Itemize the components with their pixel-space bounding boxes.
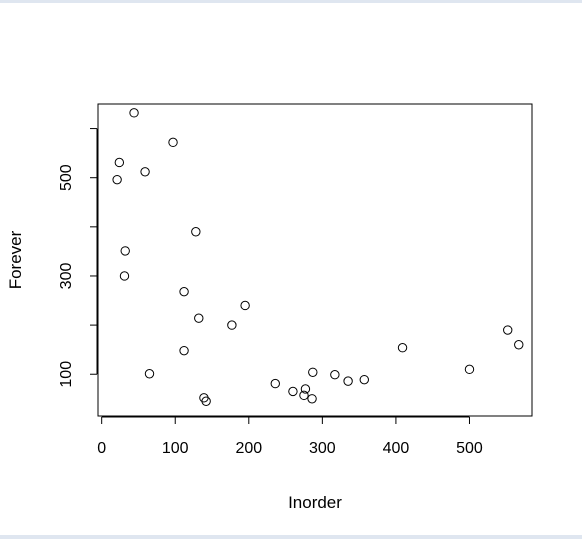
data-point xyxy=(359,374,369,385)
data-point xyxy=(191,227,201,237)
data-point xyxy=(307,394,317,404)
data-point xyxy=(343,376,353,386)
data-point xyxy=(227,320,237,330)
y-tick-label: 100 xyxy=(58,361,75,388)
data-point xyxy=(179,345,189,356)
data-point xyxy=(144,369,155,379)
data-point xyxy=(201,396,211,406)
data-points xyxy=(112,108,524,406)
data-point xyxy=(330,370,340,380)
x-tick-label: 0 xyxy=(97,440,106,457)
data-point xyxy=(114,157,125,168)
scatter-plot: 0 100 200 300 400 500 100 300 500 Inorder Forev… xyxy=(6,103,533,512)
data-point xyxy=(119,271,130,281)
y-tick-label: 300 xyxy=(58,263,75,290)
data-point xyxy=(179,286,189,297)
data-point xyxy=(397,343,408,353)
x-tick-label: 300 xyxy=(309,440,336,457)
x-axis: 0 100 200 300 400 500 xyxy=(97,416,483,457)
x-tick-label: 400 xyxy=(383,440,410,457)
data-point xyxy=(112,174,122,185)
data-point xyxy=(300,384,311,394)
x-tick-label: 500 xyxy=(456,440,483,457)
data-point xyxy=(514,340,524,350)
data-point xyxy=(288,386,298,397)
x-tick-label: 100 xyxy=(162,440,189,457)
data-point xyxy=(129,108,139,118)
data-point xyxy=(270,378,280,389)
data-point xyxy=(140,167,150,177)
data-point xyxy=(120,246,130,256)
data-point xyxy=(240,300,250,311)
y-tick-label: 500 xyxy=(58,164,75,191)
data-point xyxy=(299,390,309,401)
data-point xyxy=(464,364,475,375)
y-axis: 100 300 500 xyxy=(58,128,98,388)
x-axis-title: Inorder xyxy=(288,493,342,512)
y-axis-title: Forever xyxy=(6,230,25,289)
data-point xyxy=(308,367,318,377)
data-point xyxy=(168,137,178,148)
data-point xyxy=(194,313,204,323)
data-point xyxy=(503,325,513,335)
plot-area-border xyxy=(97,103,533,417)
x-tick-label: 200 xyxy=(235,440,262,457)
